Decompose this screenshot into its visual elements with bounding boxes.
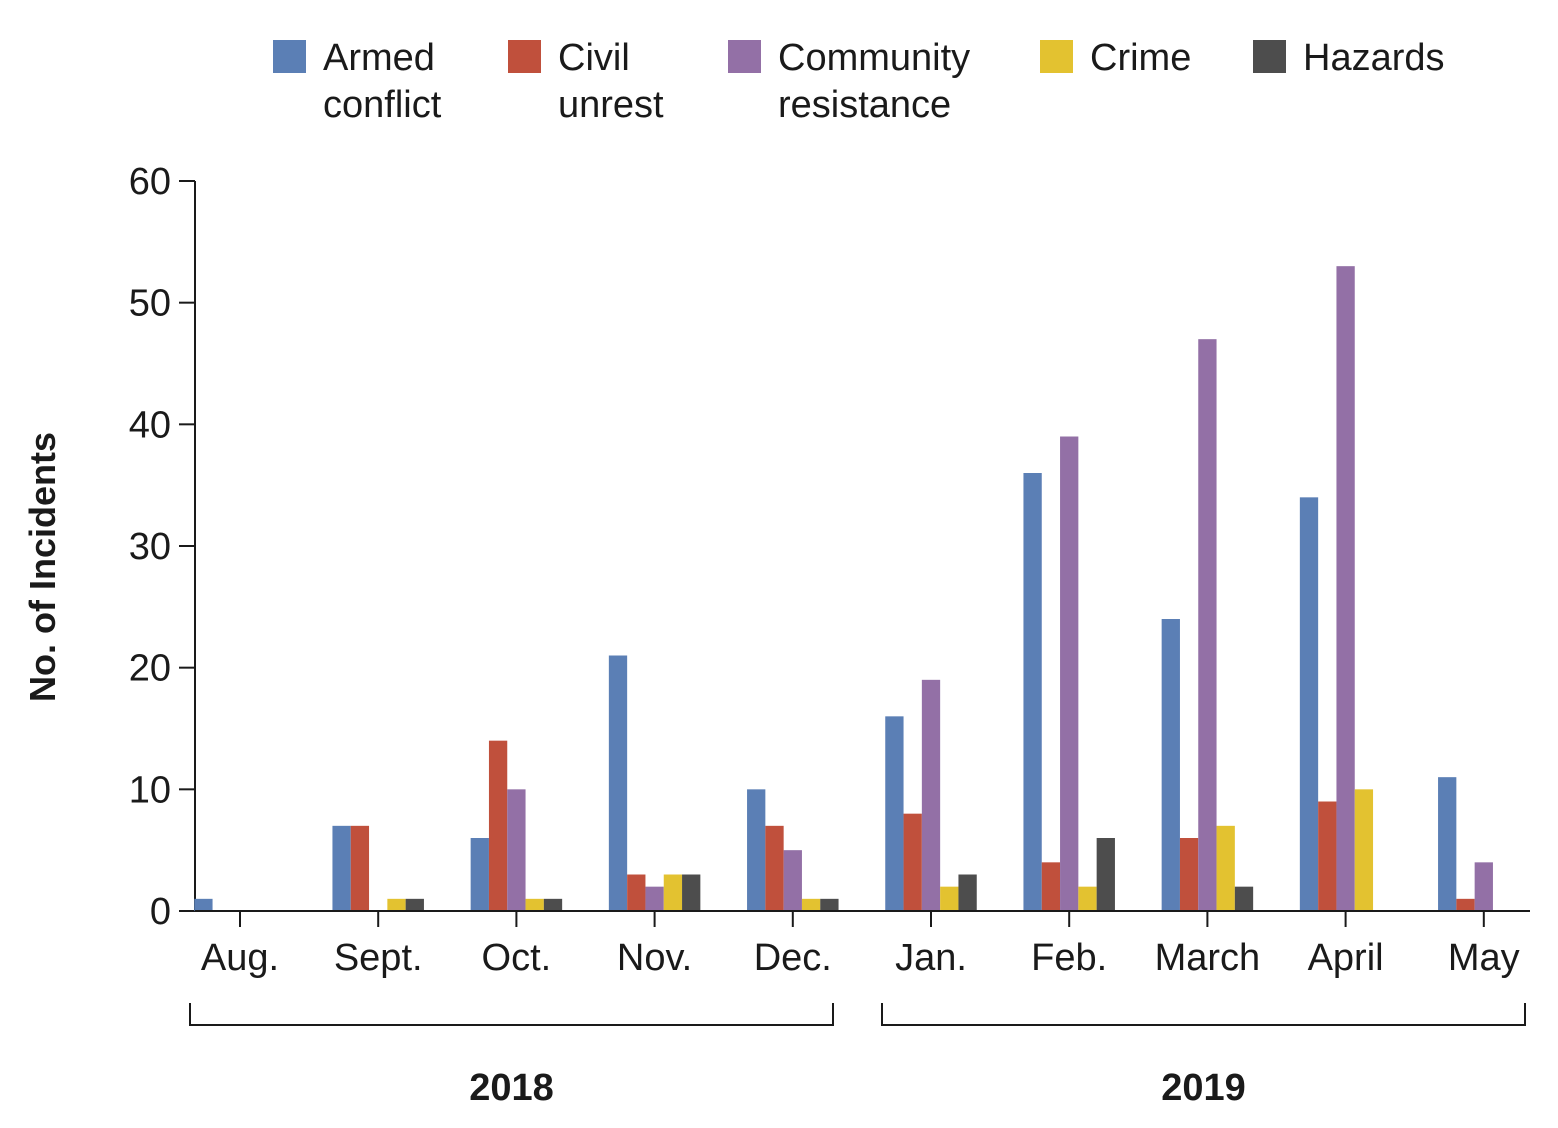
bar — [387, 898, 406, 911]
x-tick-label: Jan. — [895, 937, 967, 979]
legend-label: Civil — [558, 37, 630, 79]
y-tick-label: 20 — [129, 648, 171, 690]
bar — [350, 825, 370, 911]
bar — [1041, 862, 1061, 911]
x-tick-label: May — [1448, 937, 1520, 979]
year-bracket — [189, 1003, 834, 1026]
legend-swatch — [1040, 40, 1073, 73]
bars — [194, 266, 1493, 912]
bar — [1474, 862, 1493, 911]
y-axis: 0 10 20 30 40 50 60 — [129, 161, 196, 933]
year-label: 2018 — [469, 1067, 554, 1109]
bar — [663, 874, 683, 911]
bar — [1456, 898, 1475, 911]
bar — [1299, 497, 1319, 911]
x-tick-label: Dec. — [754, 937, 832, 979]
y-tick-label: 30 — [129, 526, 171, 568]
bar — [940, 886, 959, 911]
bar — [921, 679, 941, 911]
legend-swatch — [728, 40, 761, 73]
bar — [1023, 473, 1042, 911]
bar — [608, 655, 628, 911]
legend-swatch — [1253, 40, 1286, 73]
legend-label: Community — [778, 37, 970, 79]
y-tick-label: 60 — [129, 161, 171, 203]
legend-label: Hazards — [1303, 37, 1445, 79]
x-tick-label: April — [1308, 937, 1384, 979]
bar — [543, 898, 563, 911]
year-label: 2019 — [1161, 1067, 1246, 1109]
bar — [1354, 789, 1374, 911]
x-tick-label: March — [1155, 937, 1261, 979]
x-tick-label: Aug. — [201, 937, 279, 979]
bar — [488, 740, 508, 911]
legend-label: unrest — [558, 84, 664, 126]
bar — [1198, 339, 1217, 912]
x-tick-label: Feb. — [1031, 937, 1107, 979]
bar — [332, 825, 351, 911]
x-tick-label: Sept. — [334, 937, 423, 979]
bar — [1179, 838, 1199, 911]
x-axis: Aug. Sept. Oct. Nov. Dec. Jan. Feb. March April M… — [195, 910, 1530, 979]
bar — [1336, 266, 1355, 912]
bar — [470, 838, 489, 911]
legend-label: Crime — [1090, 37, 1191, 79]
y-tick-label: 40 — [129, 404, 171, 446]
bar — [1078, 886, 1097, 911]
bar — [1438, 777, 1457, 911]
legend-label: conflict — [323, 84, 442, 126]
bar — [1161, 619, 1180, 911]
y-tick-label: 10 — [129, 769, 171, 811]
year-groups: 2018 2019 — [189, 1003, 1526, 1109]
bar — [903, 813, 922, 911]
bar — [1318, 801, 1337, 911]
bar — [507, 789, 526, 911]
bar — [627, 874, 646, 911]
bar — [1234, 886, 1254, 911]
legend: Armed conflict Civil unrest Community resista… — [273, 37, 1445, 126]
legend-swatch — [273, 40, 306, 73]
legend-label: Armed — [323, 37, 435, 79]
legend-label: resistance — [778, 84, 951, 126]
bar — [1216, 825, 1235, 911]
bar — [765, 825, 784, 911]
bar — [525, 898, 544, 911]
bar — [783, 850, 802, 911]
bar — [1060, 436, 1079, 911]
year-bracket — [881, 1003, 1526, 1026]
x-tick-label: Nov. — [617, 937, 692, 979]
x-tick-label: Oct. — [482, 937, 552, 979]
y-axis-label: No. of Incidents — [22, 432, 63, 702]
bar — [1096, 838, 1115, 911]
bar — [820, 898, 839, 911]
bar — [801, 898, 821, 911]
bar — [747, 789, 766, 911]
bar — [885, 716, 904, 911]
y-tick-label: 50 — [129, 283, 171, 325]
y-tick-label: 0 — [150, 891, 171, 933]
bar — [194, 898, 213, 911]
bar — [645, 886, 664, 911]
bar — [958, 874, 977, 911]
legend-swatch — [508, 40, 541, 73]
bar — [405, 898, 424, 911]
bar — [682, 874, 701, 911]
